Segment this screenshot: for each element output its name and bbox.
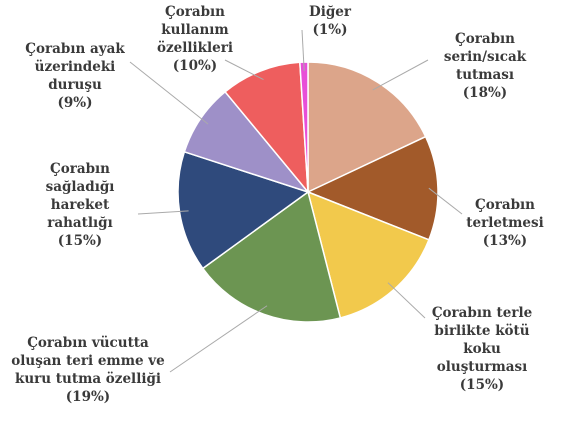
data-label: Çorabın terletmesi (13%): [460, 196, 550, 250]
value-label: (10%): [172, 58, 218, 74]
leader-line: [224, 59, 264, 81]
pie-slice: [306, 135, 439, 241]
data-label: Çorabın serin/sıcak tutması (18%): [435, 30, 535, 102]
category-label: Çorabın kullanım özellikleri: [157, 4, 233, 56]
category-label: Çorabın terletmesi: [466, 197, 544, 231]
pie-slice: [201, 190, 342, 323]
leader-line: [301, 29, 305, 72]
category-label: Çorabın serin/sıcak tutması: [443, 31, 527, 83]
leader-line: [137, 210, 189, 215]
pie-slice: [224, 61, 309, 195]
category-label: Çorabın vücutta oluşan teri emme ve kuru…: [11, 335, 165, 387]
category-label: Çorabın sağladığı hareket rahatlığı: [45, 161, 115, 231]
value-label: (9%): [57, 95, 93, 111]
category-label: Çorabın terle birlikte kötü koku oluştur…: [431, 305, 533, 375]
data-label: Çorabın terle birlikte kötü koku oluştur…: [427, 304, 537, 394]
data-label: Çorabın sağladığı hareket rahatlığı (15%): [38, 160, 123, 250]
category-label: Çorabın ayak üzerindeki duruşu: [25, 41, 125, 93]
category-label: Diğer: [309, 4, 351, 20]
leader-line: [428, 187, 463, 215]
data-label: Çorabın vücutta oluşan teri emme ve kuru…: [3, 334, 173, 406]
value-label: (18%): [462, 85, 508, 101]
value-label: (19%): [65, 389, 111, 405]
data-label: Çorabın ayak üzerindeki duruşu (9%): [13, 40, 138, 112]
value-label: (15%): [459, 377, 505, 393]
leader-line: [129, 61, 209, 125]
value-label: (13%): [482, 233, 528, 249]
leader-line: [387, 282, 426, 319]
pie-slice: [177, 150, 310, 270]
pie-slice: [307, 61, 427, 194]
leader-line: [372, 59, 429, 91]
pie-slice: [306, 190, 430, 319]
value-label: (1%): [312, 22, 348, 38]
leader-line: [169, 305, 268, 373]
data-label: Diğer (1%): [300, 3, 360, 39]
data-label: Çorabın kullanım özellikleri (10%): [148, 3, 243, 75]
value-label: (15%): [57, 233, 103, 249]
